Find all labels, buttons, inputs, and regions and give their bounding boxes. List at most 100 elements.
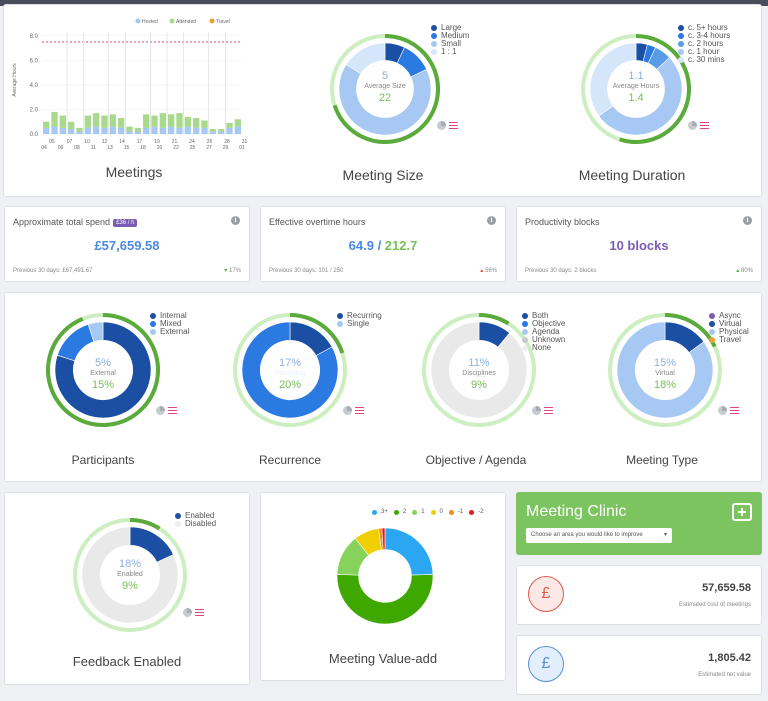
info-icon[interactable]: i (487, 216, 496, 225)
spend-trend-value: 17% (228, 268, 241, 274)
bar-attended (101, 115, 108, 128)
menu-icon[interactable] (355, 406, 364, 415)
legend-dot (431, 25, 437, 31)
donut-hole (635, 340, 695, 400)
improvement-area-select[interactable]: Choose an area you would like to improve… (526, 528, 672, 543)
pie-chart-icon[interactable] (688, 121, 697, 130)
medical-kit-icon (732, 503, 752, 521)
legend-dot (150, 313, 156, 319)
bar-attended (59, 115, 66, 128)
legend-dot (431, 33, 437, 39)
bar-hosted (68, 129, 75, 134)
recurrence-donut (233, 313, 347, 427)
x-tick-label: 13 (107, 145, 113, 151)
x-tick-label: 31 (242, 139, 248, 145)
legend-label: -2 (478, 509, 484, 515)
pie-chart-icon[interactable] (437, 121, 446, 130)
pie-chart-icon[interactable] (532, 406, 541, 415)
productivity-card: Productivity blocks i 10 blocks Previous… (516, 206, 762, 282)
donut-slice (430, 321, 528, 419)
meeting-type-center: 15% Virtual 18% (625, 357, 705, 392)
x-tick-label: 21 (172, 139, 178, 145)
legend-dot (431, 49, 437, 55)
bar-hosted (76, 131, 83, 134)
legend-label: Agenda (532, 327, 560, 336)
menu-icon[interactable] (730, 406, 739, 415)
meeting-duration-title: Meeting Duration (578, 167, 686, 183)
legend-label: Attended (176, 19, 196, 25)
overtime-card: Effective overtime hours i 64.9 / 212.7 … (260, 206, 506, 282)
donut-slice (338, 63, 432, 136)
bar-attended (68, 121, 75, 130)
x-tick-label: 18 (140, 145, 146, 151)
pound-coin-icon: £ (528, 576, 564, 612)
pound-symbol: £ (541, 655, 551, 672)
legend-dot (522, 321, 528, 327)
value-add-title: Meeting Value-add (328, 651, 438, 666)
donut-slice (54, 321, 152, 419)
external-label: External (90, 370, 116, 378)
size-compare-value: 22 (378, 91, 392, 104)
estimated-cost-value: 57,659.58 (702, 582, 751, 594)
donut-hole (449, 340, 509, 400)
objective-label: Disciplines (462, 370, 496, 378)
bar-attended (84, 115, 91, 128)
bar-attended (134, 127, 141, 132)
legend-label: Disabled (185, 519, 217, 528)
x-tick-label: 29 (223, 145, 229, 151)
legend-dot (678, 41, 684, 47)
info-icon[interactable]: i (231, 216, 240, 225)
x-tick-label: 19 (154, 139, 160, 145)
enabled-label: Enabled (117, 571, 143, 579)
pie-chart-icon[interactable] (718, 406, 727, 415)
overtime-hours: 64.9 (348, 238, 374, 253)
pie-chart-icon[interactable] (183, 608, 192, 617)
y-tick-label: 4.0 (30, 83, 39, 89)
menu-icon[interactable] (195, 608, 204, 617)
legend-label: 2 (402, 509, 407, 515)
recurring-label: Recurring (274, 370, 306, 378)
meeting-type-donut (608, 313, 722, 427)
y-axis-label: Average Hours (12, 63, 18, 97)
y-tick-label: 2.0 (30, 107, 39, 113)
legend-dot (678, 33, 684, 39)
bar-attended (234, 119, 241, 127)
legend-label: Enabled (185, 511, 215, 520)
objective-center: 11% Disciplines 9% (439, 357, 519, 392)
info-icon[interactable]: i (743, 216, 752, 225)
meeting-size-tools (437, 121, 458, 130)
meeting-type-tools (718, 406, 739, 415)
spend-header: Approximate total spend £36 / h (13, 217, 138, 227)
spend-trend: ▾ 17% (224, 267, 241, 274)
legend-label: Async (719, 311, 741, 320)
net-value: 1,805.42 (708, 652, 751, 664)
spend-header-text: Approximate total spend (13, 217, 111, 227)
bar-attended (176, 113, 183, 128)
legend-label: Medium (441, 31, 470, 40)
donut-slice (81, 526, 179, 624)
donut-slice (598, 57, 683, 136)
productivity-header: Productivity blocks (525, 217, 600, 227)
menu-icon[interactable] (700, 121, 709, 130)
pie-chart-icon[interactable] (156, 406, 165, 415)
meetings-title: Meetings (105, 164, 163, 180)
x-tick-label: 07 (67, 139, 73, 145)
x-tick-label: 22 (173, 145, 179, 151)
donut-slice (589, 42, 637, 117)
productivity-trend-value: 80% (740, 268, 753, 274)
bar-attended (184, 116, 191, 127)
meeting-size-donut (330, 34, 440, 144)
x-tick-label: 15 (124, 145, 130, 151)
meeting-size-legend: Large Medium Small 1 : 1 (431, 24, 469, 56)
donut-hole (100, 545, 160, 605)
menu-icon[interactable] (449, 121, 458, 130)
trend-up-icon: ▴ (480, 268, 485, 274)
bar-hosted (151, 126, 158, 134)
pie-chart-icon[interactable] (343, 406, 352, 415)
legend-label: Internal (160, 311, 187, 320)
menu-icon[interactable] (544, 406, 553, 415)
net-value-label: Estimated net value (698, 672, 751, 678)
x-tick-label: 08 (74, 145, 80, 151)
average-hours-label: Average Hours (612, 83, 660, 91)
menu-icon[interactable] (168, 406, 177, 415)
